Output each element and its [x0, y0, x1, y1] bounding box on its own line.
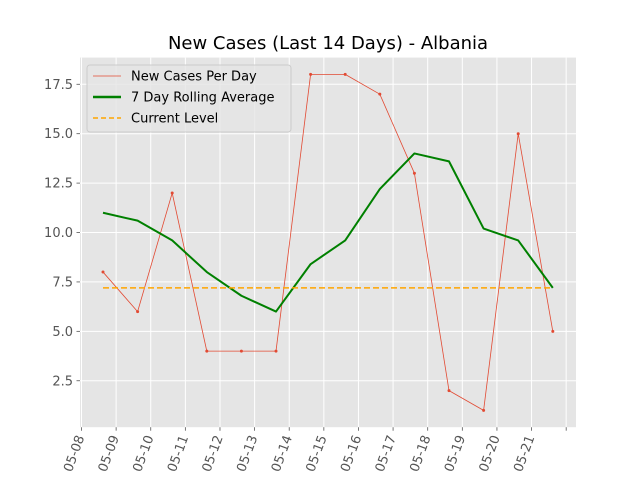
- y-tick-label: 15.0: [44, 127, 73, 142]
- legend-label-current-level: Current Level: [131, 112, 218, 127]
- data-point: [274, 349, 278, 353]
- data-point: [170, 191, 174, 195]
- data-point: [343, 72, 347, 76]
- series-line-1: [102, 152, 554, 313]
- y-tick-label: 5.0: [52, 325, 73, 340]
- data-point: [205, 349, 209, 353]
- y-axis: 2.5 5.0 7.5 10.0 12.5 15.0 17.5: [44, 78, 80, 389]
- data-point: [101, 270, 105, 274]
- y-tick-label: 7.5: [52, 275, 73, 290]
- y-tick-label: 2.5: [52, 374, 73, 389]
- data-point: [447, 389, 451, 393]
- y-tick-label: 17.5: [44, 78, 73, 93]
- data-point: [516, 132, 520, 136]
- legend-box: [86, 64, 292, 133]
- data-point: [412, 171, 416, 175]
- data-point: [309, 72, 313, 76]
- data-point: [551, 329, 555, 333]
- series-layer: [101, 72, 555, 412]
- data-point: [136, 310, 140, 314]
- series-line-0: [102, 74, 554, 411]
- grid: [80, 57, 576, 428]
- y-tick-label: 12.5: [44, 177, 73, 192]
- data-point: [482, 408, 486, 412]
- legend-label-new-cases: New Cases Per Day: [131, 70, 257, 85]
- y-tick-label: 10.0: [44, 226, 73, 241]
- chart-title: New Cases (Last 14 Days) - Albania: [168, 33, 488, 54]
- data-point: [378, 92, 382, 96]
- legend-label-rolling-average: 7 Day Rolling Average: [131, 91, 274, 106]
- legend: New Cases Per Day 7 Day Rolling Average …: [86, 64, 292, 133]
- data-point: [239, 349, 243, 353]
